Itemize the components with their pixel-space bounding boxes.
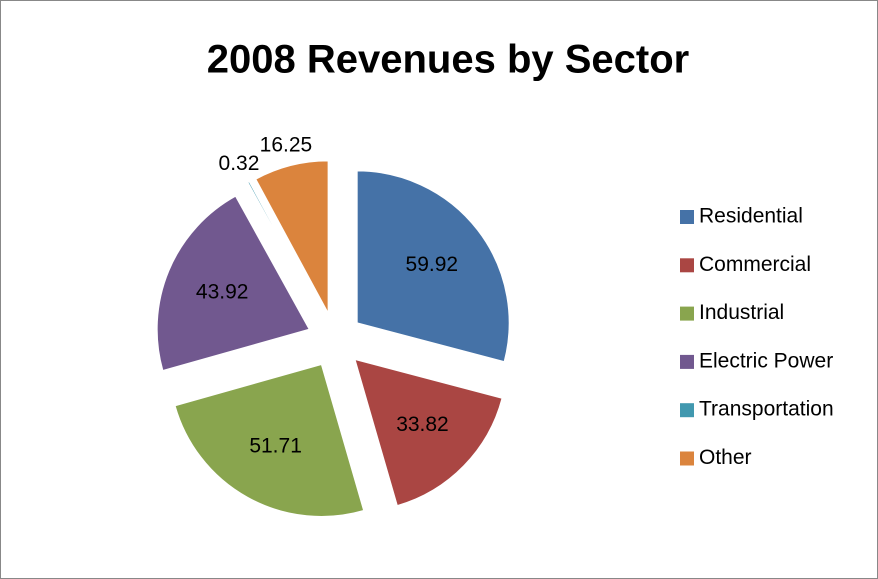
chart-title: 2008 Revenues by Sector xyxy=(207,38,689,82)
pie-slice xyxy=(255,160,329,314)
legend-label: Transportation xyxy=(699,398,834,421)
data-label: 16.25 xyxy=(260,134,313,157)
pie-slice xyxy=(156,195,310,372)
legend-swatch xyxy=(680,258,694,273)
data-label: 33.82 xyxy=(396,413,449,436)
legend-label: Commercial xyxy=(699,253,811,276)
legend-swatch xyxy=(680,306,694,321)
data-label: 0.32 xyxy=(219,152,260,175)
data-label: 59.92 xyxy=(406,253,459,276)
pie-slice xyxy=(356,170,510,363)
legend-swatch xyxy=(680,403,694,418)
legend-swatch xyxy=(680,210,694,224)
legend-label: Industrial xyxy=(699,301,784,324)
data-label: 43.92 xyxy=(196,280,249,303)
pie-slice xyxy=(247,181,322,316)
legend-label: Electric Power xyxy=(699,349,833,372)
legend-swatch xyxy=(680,354,694,369)
pie-slice xyxy=(354,358,503,507)
legend-label: Other xyxy=(699,446,752,469)
legend-swatch xyxy=(680,451,694,466)
data-label: 51.71 xyxy=(249,434,302,457)
legend-label: Residential xyxy=(699,205,803,228)
pie-slice xyxy=(174,363,365,517)
